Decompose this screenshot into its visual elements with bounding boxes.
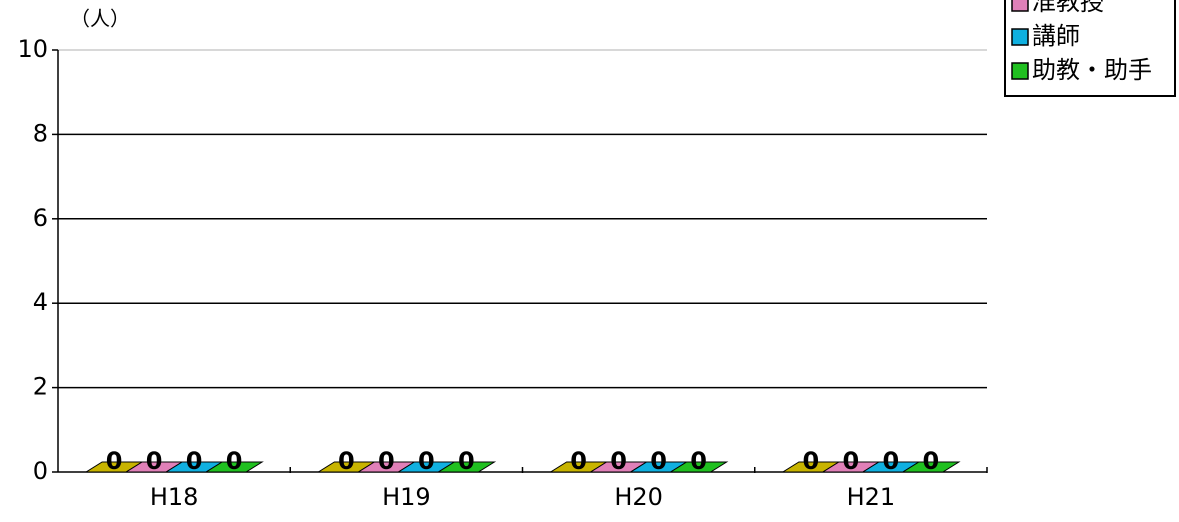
y-tick-label: 10 — [17, 35, 48, 63]
data-label: 0 — [803, 447, 820, 475]
legend-label: 准教授 — [1032, 0, 1104, 16]
data-label: 0 — [843, 447, 860, 475]
data-label: 0 — [146, 447, 163, 475]
legend-swatch — [1011, 62, 1029, 80]
legend-label: 助教・助手 — [1032, 56, 1152, 84]
data-label: 0 — [610, 447, 627, 475]
y-tick-label: 8 — [33, 119, 48, 147]
x-tick-label: H19 — [382, 483, 431, 511]
data-label: 0 — [338, 447, 355, 475]
legend — [1004, 0, 1176, 97]
data-label: 0 — [378, 447, 395, 475]
data-label: 0 — [650, 447, 667, 475]
data-label: 0 — [883, 447, 900, 475]
y-tick-label: 0 — [33, 457, 48, 485]
legend-swatch — [1011, 0, 1029, 12]
x-tick-label: H18 — [150, 483, 199, 511]
bar — [204, 461, 264, 473]
y-tick-label: 4 — [33, 288, 48, 316]
bar — [901, 461, 961, 473]
y-tick-label: 2 — [33, 373, 48, 401]
data-label: 0 — [186, 447, 203, 475]
data-label: 0 — [923, 447, 940, 475]
x-tick-label: H20 — [614, 483, 663, 511]
y-axis-label: （人） — [70, 7, 130, 31]
data-label: 0 — [458, 447, 475, 475]
bar — [436, 461, 497, 473]
bar — [668, 461, 729, 473]
data-label: 0 — [690, 447, 707, 475]
x-tick-label: H21 — [847, 483, 896, 511]
data-label: 0 — [226, 447, 243, 475]
legend-swatch — [1011, 28, 1029, 46]
data-label: 0 — [106, 447, 123, 475]
data-label: 0 — [418, 447, 435, 475]
y-tick-label: 6 — [33, 204, 48, 232]
legend-label: 講師 — [1032, 22, 1080, 50]
data-label: 0 — [570, 447, 587, 475]
